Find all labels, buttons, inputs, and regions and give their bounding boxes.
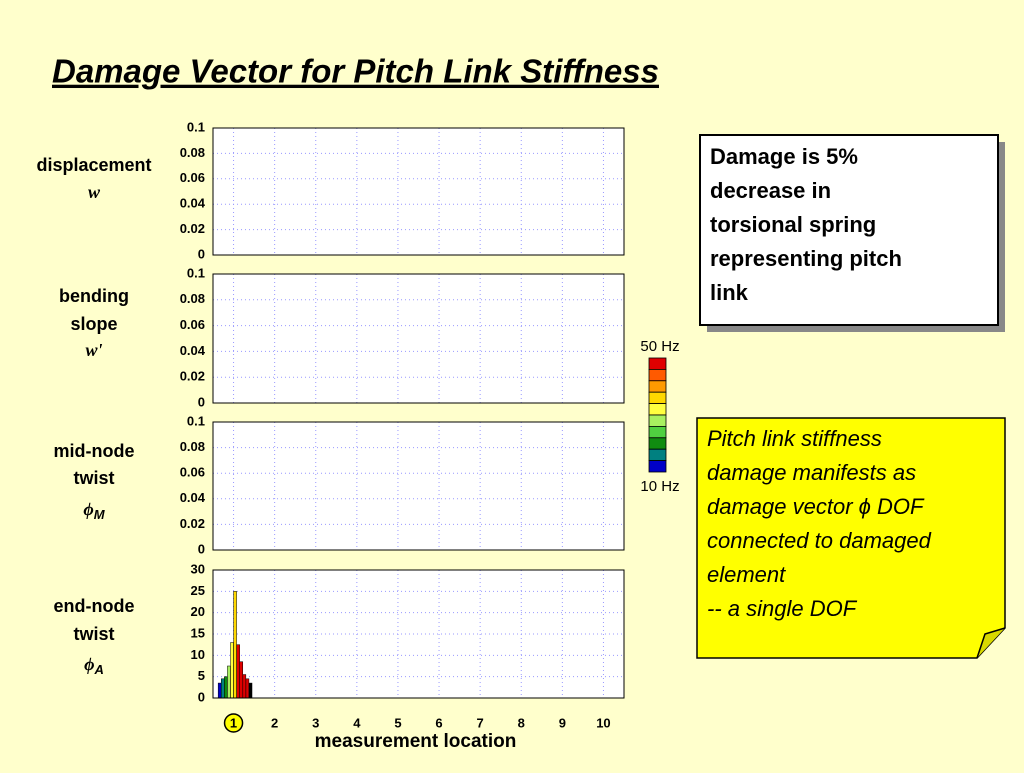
plot-frame xyxy=(212,273,625,404)
y-tick-label: 25 xyxy=(191,583,205,598)
colorbar-cell xyxy=(648,460,667,473)
plot-frame xyxy=(212,421,625,551)
bar xyxy=(217,682,222,699)
y-tick-label: 0.04 xyxy=(180,196,206,211)
callout-fold xyxy=(976,627,1006,659)
y-tick-label: 0.06 xyxy=(180,317,205,332)
y-axis-label: bending xyxy=(59,286,129,306)
bar xyxy=(236,644,240,699)
y-tick-label: 0.08 xyxy=(180,439,205,454)
y-tick-label: 0 xyxy=(198,246,205,261)
x-tick-label: 2 xyxy=(271,715,278,730)
note-box xyxy=(699,134,999,326)
plot-area xyxy=(213,422,624,550)
y-tick-label: 0.08 xyxy=(180,145,205,160)
y-axis-label: twist xyxy=(73,624,114,644)
y-axis-label: end-node xyxy=(54,596,135,616)
colorbar-cell xyxy=(648,357,667,370)
y-tick-label: 0 xyxy=(198,541,205,556)
callout-line: Pitch link stiffness xyxy=(707,426,882,451)
y-axis-label: ϕA xyxy=(84,654,104,677)
callout-line: connected to damaged xyxy=(707,528,932,553)
colorbar-cell xyxy=(648,403,667,416)
x-tick-label: 8 xyxy=(518,715,525,730)
x-tick-label: 3 xyxy=(312,715,319,730)
y-tick-label: 0.08 xyxy=(180,291,205,306)
y-tick-label: 0.04 xyxy=(180,490,206,505)
y-tick-label: 5 xyxy=(198,668,205,683)
y-tick-label: 30 xyxy=(191,561,205,576)
y-axis-label: displacement xyxy=(36,155,151,175)
y-tick-label: 0.06 xyxy=(180,465,205,480)
x-tick-label: 9 xyxy=(559,715,566,730)
callout-line: element xyxy=(707,562,786,587)
x-tick-label: 7 xyxy=(477,715,484,730)
bar xyxy=(227,665,231,699)
colorbar-cell xyxy=(648,437,667,450)
x-tick-label: 5 xyxy=(394,715,401,730)
y-tick-label: 0.06 xyxy=(180,170,205,185)
bar xyxy=(245,678,250,699)
colorbar-top-label: 50 Hz xyxy=(640,338,679,355)
x-axis-label: measurement location xyxy=(315,731,517,752)
y-tick-label: 0.1 xyxy=(187,413,205,428)
bar xyxy=(224,676,228,699)
colorbar-cell xyxy=(648,380,667,393)
y-tick-label: 0.02 xyxy=(180,221,205,236)
plot-frame xyxy=(212,569,625,699)
bar xyxy=(230,642,234,699)
plot-frame xyxy=(212,127,625,256)
note-line: torsional spring xyxy=(710,212,876,237)
callout-line: damage vector ϕ DOF xyxy=(707,494,925,519)
y-tick-label: 15 xyxy=(191,625,205,640)
colorbar-cell xyxy=(648,391,667,405)
y-tick-label: 0.04 xyxy=(180,343,206,358)
y-axis-label: twist xyxy=(73,468,114,488)
y-axis-label: mid-node xyxy=(54,441,135,461)
callout-line: damage manifests as xyxy=(707,460,916,485)
y-tick-label: 20 xyxy=(191,604,205,619)
bar xyxy=(248,682,253,699)
x-tick-label: 4 xyxy=(353,715,361,730)
colorbar-cell xyxy=(648,448,667,462)
x-tick-highlight xyxy=(223,713,244,733)
note-line: decrease in xyxy=(710,178,831,203)
y-axis-label: w xyxy=(88,182,101,202)
note-line: representing pitch xyxy=(710,246,902,271)
y-tick-label: 0.02 xyxy=(180,369,205,384)
colorbar-cell xyxy=(648,425,667,439)
y-tick-label: 0 xyxy=(198,394,205,409)
colorbar-bottom-label: 10 Hz xyxy=(640,478,679,495)
y-tick-label: 0.1 xyxy=(187,119,205,134)
y-tick-label: 10 xyxy=(191,647,205,662)
slide-title: Damage Vector for Pitch Link Stiffness xyxy=(52,53,659,90)
plot-area xyxy=(213,128,624,255)
y-axis-label: w' xyxy=(85,340,102,360)
bar xyxy=(221,678,225,699)
y-axis-label: ϕM xyxy=(83,499,105,522)
x-tick-label: 10 xyxy=(596,715,610,730)
y-tick-label: 0.1 xyxy=(187,265,205,280)
note-line: Damage is 5% xyxy=(710,144,858,169)
colorbar-cell xyxy=(648,368,667,382)
callout-line: -- a single DOF xyxy=(707,596,858,621)
plot-area xyxy=(213,274,624,403)
bar xyxy=(239,661,244,699)
x-tick-label: 1 xyxy=(230,715,237,730)
bar xyxy=(242,674,247,699)
y-tick-label: 0 xyxy=(198,689,205,704)
y-axis-label: slope xyxy=(70,314,117,334)
x-tick-label: 6 xyxy=(435,715,442,730)
note-line: link xyxy=(710,280,749,305)
y-tick-label: 0.02 xyxy=(180,516,205,531)
bar xyxy=(233,591,237,699)
colorbar-cell xyxy=(648,414,667,427)
